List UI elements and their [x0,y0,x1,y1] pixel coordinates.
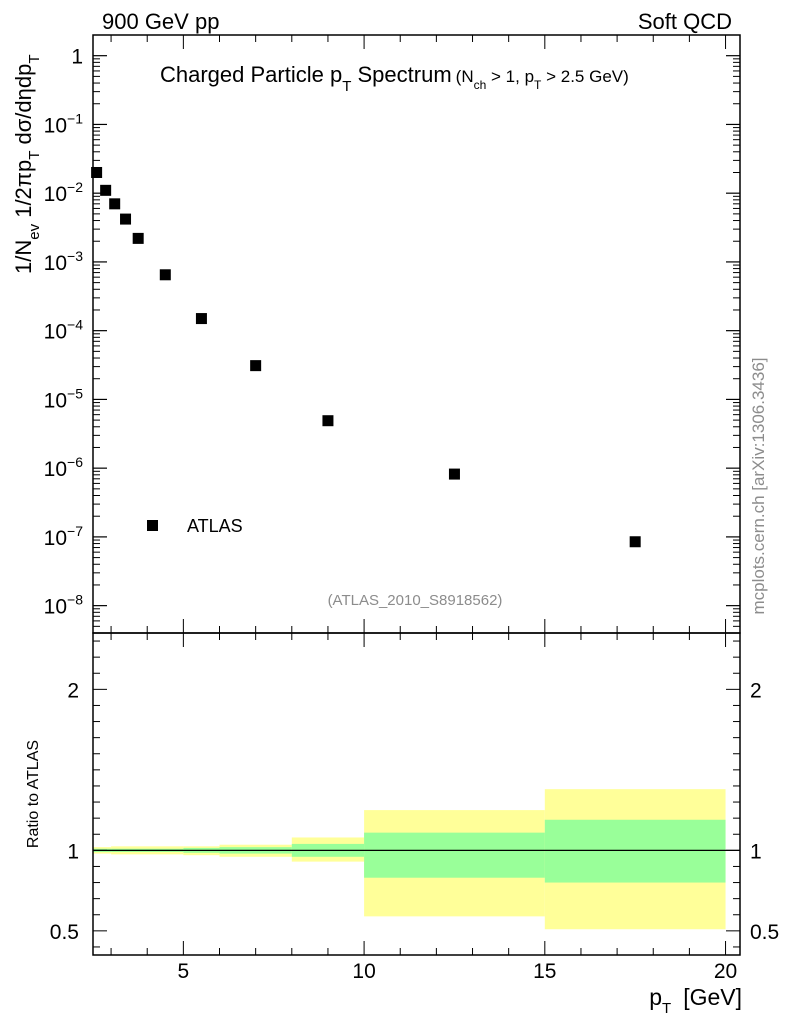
analysis-id-label: (ATLAS_2010_S8918562) [328,592,503,609]
data-point-atlas [109,198,121,210]
header-collision-label: 900 GeV pp [102,9,219,34]
header-category-label: Soft QCD [638,9,732,34]
main-y-tick-labels: 1 10−1 10−2 10−3 10−4 10−5 10−6 10−7 10−… [44,46,84,619]
ratio-axis-ticks [93,633,740,955]
ratio-y-tick-label-left: 1 [67,840,79,863]
main-plot-panel: 1 10−1 10−2 10−3 10−4 10−5 10−6 10−7 10−… [11,34,741,634]
y-tick-label: 10−7 [44,523,84,550]
data-point-atlas [629,536,641,548]
y-tick-label: 10−1 [44,110,84,137]
y-tick-label: 10−5 [44,385,84,412]
legend-label-atlas: ATLAS [187,516,243,536]
main-plot-frame [92,34,741,634]
x-tick-label: 10 [352,960,375,983]
ratio-inner-band [544,819,726,883]
ratio-y-tick-label-right: 0.5 [750,921,779,944]
x-tick-label: 20 [714,960,737,983]
data-point-atlas [100,184,112,196]
y-tick-label: 10−6 [44,454,84,481]
data-point-atlas [195,313,207,325]
data-point-atlas [132,232,144,244]
x-axis-label: pT [GeV] [649,984,742,1017]
chart-title: Charged Particle pT Spectrum (Nch > 1, pT… [160,62,629,95]
ratio-inner-band [364,832,545,878]
ratio-y-tick-label-right: 2 [750,679,762,702]
ratio-y-axis-label: Ratio to ATLAS [25,740,42,848]
data-point-atlas [120,213,132,225]
data-point-atlas [91,166,103,178]
ratio-y-tick-label-left: 0.5 [50,921,79,944]
y-tick-label: 1 [71,46,83,69]
y-tick-label: 10−4 [44,317,84,344]
main-y-axis-label: 1/Nev 1/2πpT dσ/dηdpT [11,54,43,274]
data-point-atlas [250,360,262,372]
data-point-atlas [159,269,171,281]
atlas-data-points [91,166,641,548]
x-tick-label: 15 [533,960,556,983]
y-tick-label: 10−3 [44,248,84,275]
ratio-y-tick-label-right: 1 [750,840,762,863]
y-tick-label: 10−8 [44,592,84,619]
x-tick-label: 5 [178,960,190,983]
ratio-inner-bands [93,819,726,883]
main-axis-ticks [93,35,740,634]
ratio-plot-panel: 0.5 1 2 0.5 1 2 Ratio to ATLAS 5 10 15 2… [25,632,779,1017]
ratio-plot-frame [92,632,741,956]
data-point-atlas [322,415,334,427]
y-tick-label: 10−2 [44,179,84,206]
watermark: mcplots.cern.ch [arXiv:1306.3436] [749,357,768,614]
data-point-atlas [448,468,460,480]
ratio-y-tick-label-left: 2 [67,679,79,702]
legend-marker-atlas [147,520,158,531]
